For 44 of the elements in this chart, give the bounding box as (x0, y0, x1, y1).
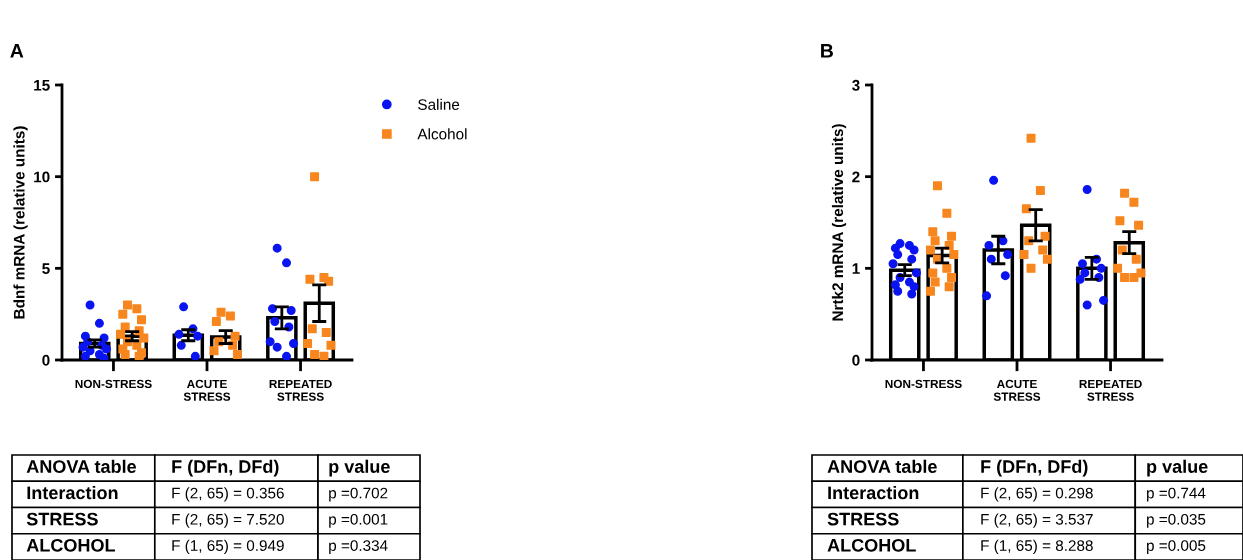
x-tick-label: REPEATED STRESS (269, 379, 332, 401)
y-tick-label: 0 (852, 354, 860, 366)
text: p value (329, 459, 390, 477)
text: Interaction (828, 485, 919, 500)
text: p =0.001 (329, 513, 388, 528)
text: ANOVA table (827, 459, 937, 473)
text: STRESS (827, 512, 899, 526)
x-tick-label: NON-STRESS (75, 379, 152, 389)
y-tick-label: 0 (42, 354, 50, 366)
text: Interaction (27, 485, 118, 500)
text: F (DFn, DFd) (172, 459, 279, 477)
chart-title: A (10, 44, 24, 58)
text: p =0.702 (329, 487, 388, 502)
text: p =0.334 (329, 540, 388, 554)
text: p =0.005 (1147, 540, 1206, 554)
y-tick-label: 10 (34, 171, 50, 183)
x-tick-label: REPEATED STRESS (1079, 379, 1142, 401)
text: F (1, 65) = 0.949 (172, 539, 284, 554)
text: STRESS (26, 512, 98, 526)
legend-label: Saline (418, 98, 460, 110)
x-tick-label: ACUTE STRESS (993, 379, 1041, 401)
text: ALCOHOL (26, 538, 115, 552)
x-tick-label: NON-STRESS (885, 379, 962, 389)
y-axis-title: Bdnf mRNA (relative units) (13, 126, 28, 319)
text: F (1, 65) = 8.288 (981, 539, 1093, 554)
text: ANOVA table (26, 459, 137, 473)
text: F (2, 65) = 7.520 (172, 513, 284, 528)
chart-title: B (821, 44, 833, 58)
y-axis-title: Nrtk2 mRNA (relative units) (831, 124, 847, 321)
y-tick-label: 5 (42, 263, 50, 275)
text: p value (1147, 459, 1208, 477)
text: p =0.035 (1147, 513, 1206, 528)
text: ALCOHOL (827, 538, 916, 552)
y-tick-label: 2 (852, 171, 860, 183)
text: F (DFn, DFd) (981, 459, 1088, 477)
x-tick-label: ACUTE STRESS (183, 379, 231, 401)
text: F (2, 65) = 0.298 (981, 487, 1093, 502)
legend-label: Alcohol (417, 128, 467, 140)
text: F (2, 65) = 0.356 (172, 487, 284, 502)
y-tick-label: 1 (852, 263, 860, 274)
text: p =0.744 (1147, 487, 1206, 502)
y-tick-label: 3 (852, 79, 860, 91)
y-tick-label: 15 (34, 80, 50, 91)
text: F (2, 65) = 3.537 (981, 513, 1093, 528)
